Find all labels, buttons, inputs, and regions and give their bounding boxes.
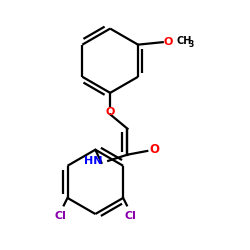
Text: Cl: Cl <box>125 211 136 221</box>
Text: 3: 3 <box>188 40 194 49</box>
Text: HN: HN <box>84 156 103 166</box>
Text: O: O <box>106 107 115 117</box>
Text: O: O <box>163 37 172 47</box>
Text: Cl: Cl <box>54 211 66 221</box>
Text: CH: CH <box>176 36 192 46</box>
Text: O: O <box>149 144 159 156</box>
